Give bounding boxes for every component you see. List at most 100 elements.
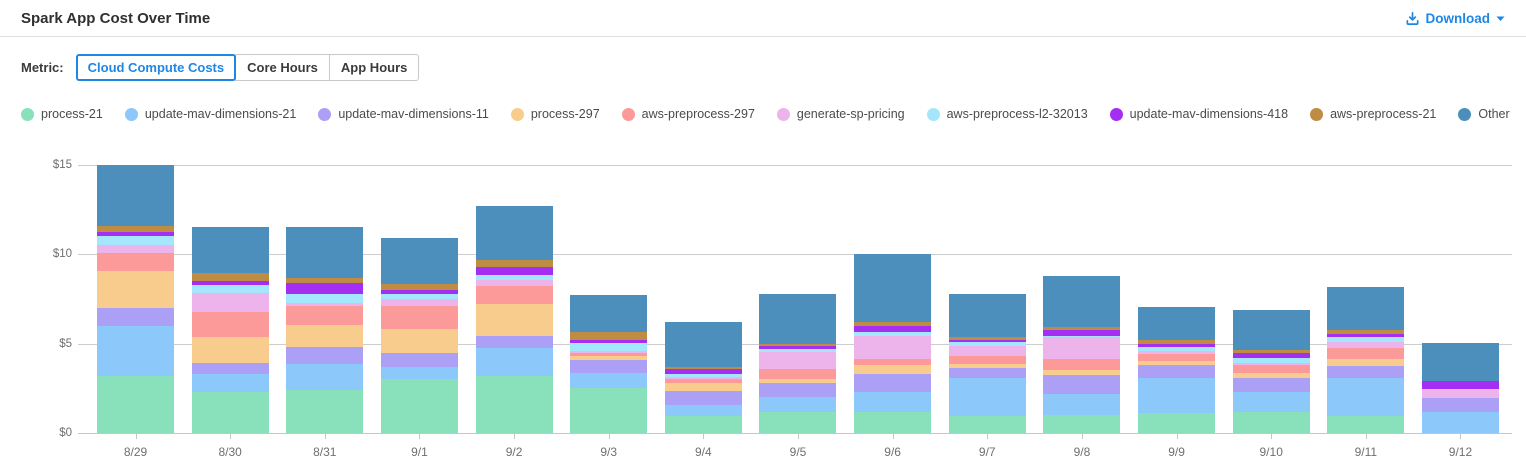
bar-segment-update-mav-dimensions-418[interactable] bbox=[380, 290, 458, 294]
metric-tab-app-hours[interactable]: App Hours bbox=[328, 54, 420, 81]
bar-segment-update-mav-dimensions-21[interactable] bbox=[948, 377, 1026, 417]
bar-segment-other[interactable] bbox=[1232, 309, 1310, 351]
bar-segment-process-297[interactable] bbox=[286, 324, 364, 348]
bar-segment-generate-sp-pricing[interactable] bbox=[1327, 341, 1405, 349]
bar-stack[interactable] bbox=[475, 206, 553, 433]
bar-segment-process-297[interactable] bbox=[1327, 358, 1405, 367]
bar-segment-update-mav-dimensions-418[interactable] bbox=[854, 325, 932, 333]
bar-segment-update-mav-dimensions-11[interactable] bbox=[475, 335, 553, 349]
bar-stack[interactable] bbox=[570, 294, 648, 433]
bar-segment-update-mav-dimensions-11[interactable] bbox=[1138, 365, 1216, 378]
bar-segment-update-mav-dimensions-21[interactable] bbox=[286, 364, 364, 391]
metric-tab-cloud-compute-costs[interactable]: Cloud Compute Costs bbox=[75, 54, 237, 81]
bar-segment-process-297[interactable] bbox=[1232, 373, 1310, 378]
bar-segment-update-mav-dimensions-418[interactable] bbox=[475, 266, 553, 275]
bar-segment-update-mav-dimensions-11[interactable] bbox=[664, 391, 742, 406]
bar-segment-other[interactable] bbox=[97, 165, 174, 226]
bar-segment-generate-sp-pricing[interactable] bbox=[570, 350, 648, 353]
bar-segment-update-mav-dimensions-418[interactable] bbox=[1043, 330, 1121, 336]
bar-segment-update-mav-dimensions-21[interactable] bbox=[1138, 377, 1216, 414]
bar-stack[interactable] bbox=[97, 165, 174, 433]
bar-segment-update-mav-dimensions-418[interactable] bbox=[1327, 333, 1405, 338]
bar-segment-process-21[interactable] bbox=[191, 391, 269, 433]
bar-segment-aws-preprocess-l2-32013[interactable] bbox=[948, 341, 1026, 346]
bar-segment-aws-preprocess-21[interactable] bbox=[380, 283, 458, 291]
legend-item-aws-preprocess-21[interactable]: aws-preprocess-21 bbox=[1310, 107, 1436, 121]
bar-segment-other[interactable] bbox=[759, 293, 837, 344]
bar-segment-aws-preprocess-l2-32013[interactable] bbox=[1043, 335, 1121, 338]
bar-segment-update-mav-dimensions-11[interactable] bbox=[759, 383, 837, 398]
bar-segment-aws-preprocess-297[interactable] bbox=[854, 358, 932, 366]
bar-stack[interactable] bbox=[191, 226, 269, 433]
bar-segment-other[interactable] bbox=[1043, 275, 1121, 327]
bar-segment-process-21[interactable] bbox=[570, 388, 648, 433]
bar-segment-other[interactable] bbox=[380, 238, 458, 284]
bar-segment-aws-preprocess-297[interactable] bbox=[1327, 348, 1405, 359]
bar-segment-process-297[interactable] bbox=[191, 337, 269, 364]
bar-segment-process-21[interactable] bbox=[1138, 413, 1216, 433]
bar-stack[interactable] bbox=[854, 254, 932, 433]
bar-segment-generate-sp-pricing[interactable] bbox=[948, 345, 1026, 357]
bar-segment-update-mav-dimensions-418[interactable] bbox=[1138, 343, 1216, 348]
bar-segment-update-mav-dimensions-418[interactable] bbox=[191, 281, 269, 285]
bar-segment-aws-preprocess-l2-32013[interactable] bbox=[380, 293, 458, 300]
bar-stack[interactable] bbox=[664, 322, 742, 433]
bar-segment-aws-preprocess-l2-32013[interactable] bbox=[191, 284, 269, 293]
legend-item-process-297[interactable]: process-297 bbox=[510, 107, 600, 121]
bar-segment-process-297[interactable] bbox=[1138, 360, 1216, 366]
legend-item-process-21[interactable]: process-21 bbox=[21, 107, 103, 121]
bar-segment-update-mav-dimensions-418[interactable] bbox=[759, 346, 837, 350]
bar-segment-aws-preprocess-l2-32013[interactable] bbox=[854, 332, 932, 336]
bar-segment-aws-preprocess-21[interactable] bbox=[475, 259, 553, 267]
bar-segment-process-21[interactable] bbox=[948, 416, 1026, 433]
bar-stack[interactable] bbox=[380, 238, 458, 433]
bar-segment-update-mav-dimensions-11[interactable] bbox=[191, 363, 269, 375]
bar-segment-update-mav-dimensions-418[interactable] bbox=[948, 340, 1026, 342]
bar-segment-process-297[interactable] bbox=[759, 379, 837, 384]
bar-segment-update-mav-dimensions-11[interactable] bbox=[97, 307, 174, 326]
bar-segment-other[interactable] bbox=[664, 322, 742, 367]
bar-segment-process-297[interactable] bbox=[1043, 369, 1121, 375]
bar-stack[interactable] bbox=[1421, 342, 1499, 433]
bar-segment-aws-preprocess-21[interactable] bbox=[570, 332, 648, 341]
legend-item-update-mav-dimensions-418[interactable]: update-mav-dimensions-418 bbox=[1109, 107, 1288, 121]
bar-segment-other[interactable] bbox=[948, 293, 1026, 337]
bar-segment-update-mav-dimensions-11[interactable] bbox=[1043, 374, 1121, 394]
bar-segment-update-mav-dimensions-11[interactable] bbox=[1232, 377, 1310, 392]
bar-segment-update-mav-dimensions-21[interactable] bbox=[380, 366, 458, 380]
bar-segment-other[interactable] bbox=[475, 206, 553, 260]
bar-segment-update-mav-dimensions-11[interactable] bbox=[854, 374, 932, 392]
bar-segment-aws-preprocess-297[interactable] bbox=[286, 306, 364, 325]
legend-item-aws-preprocess-297[interactable]: aws-preprocess-297 bbox=[621, 107, 755, 121]
bar-stack[interactable] bbox=[1232, 309, 1310, 433]
bar-segment-update-mav-dimensions-21[interactable] bbox=[191, 374, 269, 392]
bar-segment-update-mav-dimensions-21[interactable] bbox=[1232, 391, 1310, 413]
bar-segment-aws-preprocess-21[interactable] bbox=[97, 225, 174, 233]
bar-segment-update-mav-dimensions-418[interactable] bbox=[664, 368, 742, 375]
bar-segment-process-297[interactable] bbox=[570, 356, 648, 360]
bar-segment-aws-preprocess-297[interactable] bbox=[948, 356, 1026, 365]
bar-segment-aws-preprocess-l2-32013[interactable] bbox=[664, 374, 742, 377]
bar-segment-aws-preprocess-l2-32013[interactable] bbox=[475, 274, 553, 281]
bar-segment-update-mav-dimensions-21[interactable] bbox=[854, 391, 932, 412]
bar-segment-other[interactable] bbox=[1327, 286, 1405, 331]
bar-segment-generate-sp-pricing[interactable] bbox=[664, 376, 742, 380]
bar-segment-process-297[interactable] bbox=[854, 365, 932, 375]
bar-segment-other[interactable] bbox=[854, 254, 932, 323]
bar-stack[interactable] bbox=[948, 293, 1026, 433]
metric-tab-core-hours[interactable]: Core Hours bbox=[235, 54, 330, 81]
bar-segment-process-21[interactable] bbox=[380, 379, 458, 433]
bar-segment-aws-preprocess-297[interactable] bbox=[1043, 358, 1121, 370]
bar-segment-update-mav-dimensions-418[interactable] bbox=[97, 232, 174, 236]
bar-segment-update-mav-dimensions-418[interactable] bbox=[1421, 381, 1499, 390]
bar-segment-update-mav-dimensions-11[interactable] bbox=[1421, 398, 1499, 413]
bar-segment-update-mav-dimensions-11[interactable] bbox=[286, 347, 364, 365]
bar-segment-process-21[interactable] bbox=[1327, 416, 1405, 433]
bar-segment-generate-sp-pricing[interactable] bbox=[97, 245, 174, 254]
bar-segment-aws-preprocess-21[interactable] bbox=[1138, 340, 1216, 344]
bar-segment-process-21[interactable] bbox=[664, 416, 742, 433]
legend-item-generate-sp-pricing[interactable]: generate-sp-pricing bbox=[776, 107, 905, 121]
bar-segment-update-mav-dimensions-21[interactable] bbox=[1421, 412, 1499, 433]
bar-segment-process-21[interactable] bbox=[854, 411, 932, 433]
bar-stack[interactable] bbox=[759, 293, 837, 433]
